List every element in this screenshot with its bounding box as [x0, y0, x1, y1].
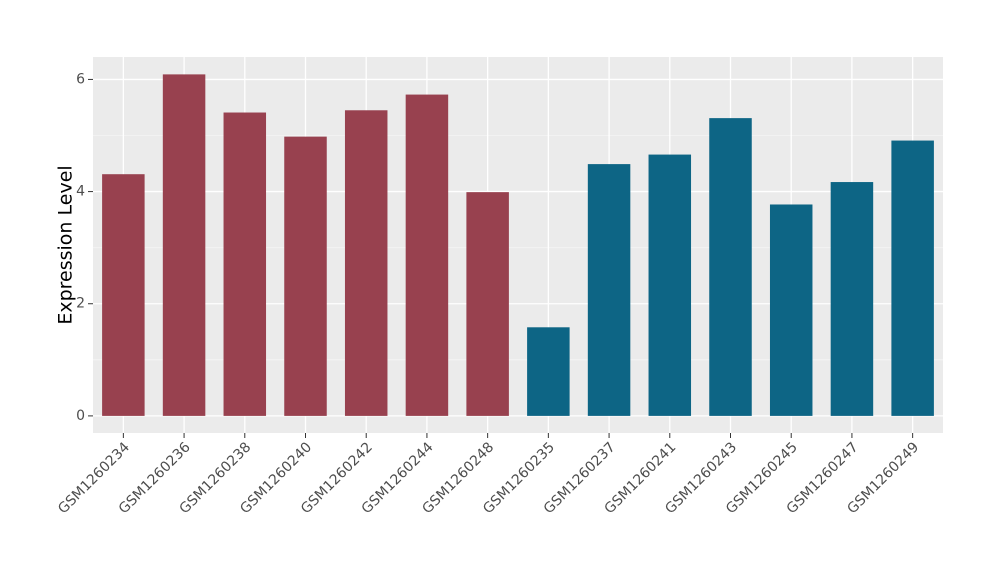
bar [709, 118, 752, 416]
bar [344, 110, 388, 416]
bar [162, 74, 206, 416]
bar [527, 327, 570, 416]
y-axis-title: Expression Level [55, 165, 77, 324]
bar [223, 112, 267, 416]
plot-panel [93, 57, 943, 433]
y-tick-label: 6 [76, 71, 85, 87]
bar [405, 94, 449, 416]
bar [769, 204, 813, 416]
bar [102, 174, 145, 416]
bar [466, 192, 509, 416]
y-tick-label: 0 [76, 408, 85, 424]
bar [830, 182, 874, 416]
bar [284, 136, 327, 416]
bar [587, 164, 631, 416]
bar [891, 140, 934, 416]
bar [648, 154, 692, 416]
y-tick-label: 2 [76, 296, 85, 312]
y-tick-label: 4 [76, 184, 85, 200]
